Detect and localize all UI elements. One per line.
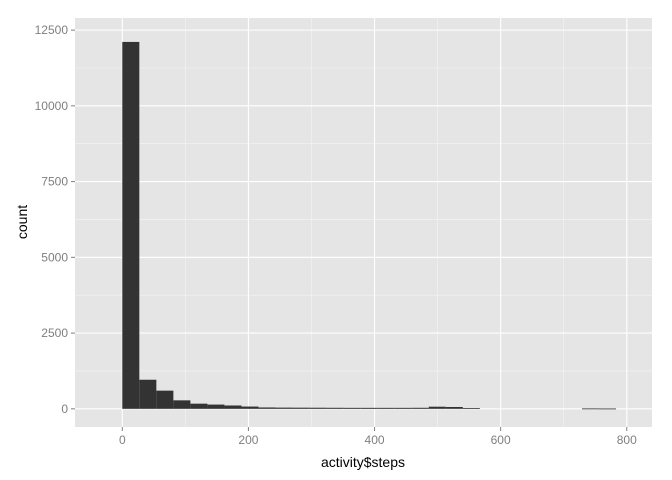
histogram-bars bbox=[122, 41, 617, 410]
histogram-bar bbox=[156, 390, 174, 409]
histogram-bar bbox=[377, 407, 395, 409]
histogram-bar bbox=[411, 407, 429, 409]
y-tick-label: 7500 bbox=[41, 175, 68, 189]
histogram-bar bbox=[207, 404, 225, 409]
histogram-bar bbox=[428, 406, 446, 409]
histogram-bar bbox=[241, 406, 259, 409]
histogram-bar bbox=[326, 407, 344, 409]
histogram-bar bbox=[343, 407, 361, 409]
histogram-bar bbox=[173, 400, 191, 409]
x-axis-ticks: 0 200 400 600 800 bbox=[119, 427, 637, 447]
histogram-bar bbox=[309, 407, 327, 409]
y-axis-title: count bbox=[14, 205, 30, 239]
histogram-bar bbox=[139, 379, 157, 409]
histogram-bar bbox=[224, 405, 242, 409]
x-axis-title: activity$steps bbox=[321, 454, 405, 470]
histogram-bar bbox=[599, 408, 617, 410]
histogram-bar bbox=[122, 41, 140, 409]
y-axis-ticks: 0 2500 5000 7500 10000 12500 bbox=[35, 23, 75, 416]
histogram-bar bbox=[190, 403, 208, 409]
x-tick-label: 800 bbox=[617, 433, 637, 447]
x-tick-label: 600 bbox=[491, 433, 511, 447]
y-tick-label: 5000 bbox=[41, 250, 68, 264]
histogram-bar bbox=[394, 407, 412, 409]
y-tick-label: 12500 bbox=[35, 23, 69, 37]
histogram-bar bbox=[445, 407, 463, 409]
y-tick-label: 0 bbox=[61, 402, 68, 416]
grid-lines bbox=[75, 18, 652, 427]
histogram-bar bbox=[360, 407, 378, 409]
x-tick-label: 200 bbox=[238, 433, 258, 447]
x-tick-label: 0 bbox=[119, 433, 126, 447]
plot-panel bbox=[75, 18, 652, 427]
histogram-bar bbox=[582, 408, 600, 410]
x-tick-label: 400 bbox=[365, 433, 385, 447]
histogram-bar bbox=[462, 408, 480, 409]
histogram-bar bbox=[292, 407, 310, 409]
y-tick-label: 2500 bbox=[41, 326, 68, 340]
histogram-bar bbox=[275, 407, 293, 409]
y-tick-label: 10000 bbox=[35, 99, 69, 113]
histogram-bar bbox=[258, 407, 276, 409]
